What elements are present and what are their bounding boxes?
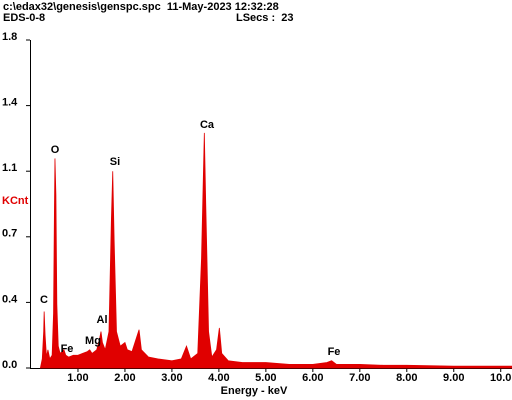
y-tick-label: 0.0	[2, 359, 17, 371]
y-tick-label: 1.8	[2, 31, 17, 43]
x-tick-label: 4.00	[208, 372, 229, 384]
peak-label: Fe	[61, 343, 74, 355]
y-tick-label: 0.4	[2, 293, 18, 305]
peak-label: Ca	[200, 119, 215, 131]
x-tick-label: 7.00	[349, 372, 370, 384]
live-time: LSecs : 23	[236, 12, 293, 24]
chart-title: c:\edax32\genesis\genspc.spc 11-May-2023…	[3, 1, 279, 13]
x-tick-label: 8.00	[396, 372, 417, 384]
x-tick-label: 6.00	[302, 372, 323, 384]
y-tick-label: 1.1	[2, 162, 17, 174]
x-axis-label: Energy - keV	[221, 385, 288, 397]
peak-label: O	[51, 144, 60, 156]
spectrum	[39, 132, 512, 369]
y-axis-label: KCnt	[2, 195, 29, 207]
x-tick-label: 3.00	[161, 372, 182, 384]
peak-label: C	[40, 294, 48, 306]
x-tick-label: 2.00	[114, 372, 135, 384]
peak-label: Si	[110, 156, 120, 168]
peak-label: Mg	[85, 335, 101, 347]
x-tick-label: 1.00	[67, 372, 88, 384]
subtitle: EDS-0-8	[3, 12, 45, 24]
peak-label: Al	[97, 314, 108, 326]
peak-label: Fe	[328, 346, 341, 358]
x-tick-label: 9.00	[443, 372, 464, 384]
x-tick-label: 10.0	[490, 372, 511, 384]
x-tick-label: 5.00	[255, 372, 276, 384]
y-tick-label: 0.7	[2, 228, 17, 240]
y-tick-label: 1.4	[2, 97, 18, 109]
